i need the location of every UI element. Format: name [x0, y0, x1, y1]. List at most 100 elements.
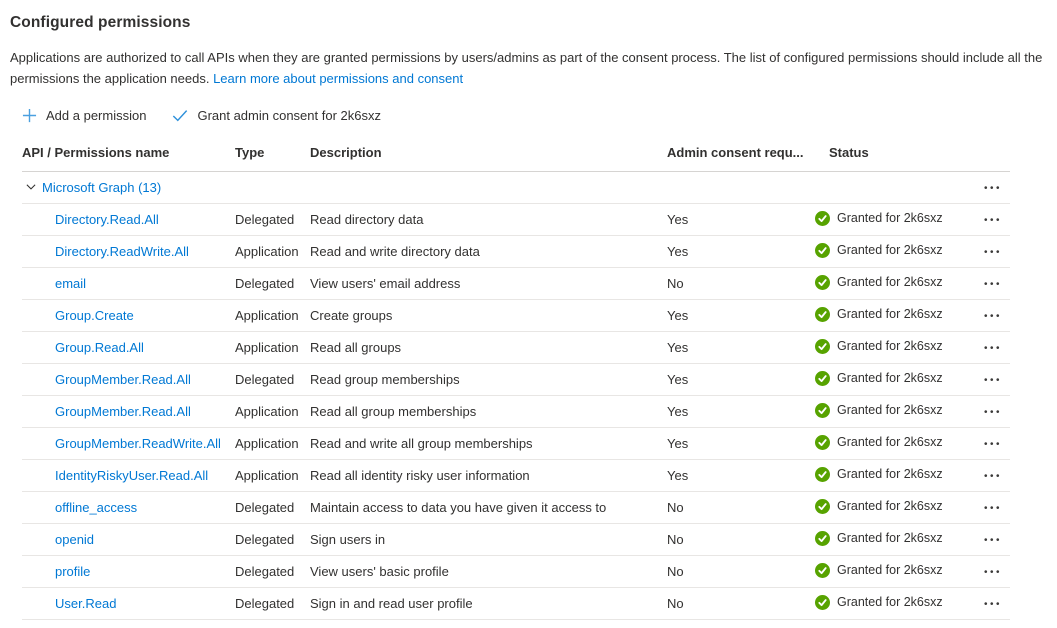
permission-description: Maintain access to data you have given i…	[310, 491, 667, 524]
status-badge: Granted for 2k6sxz	[815, 338, 943, 354]
row-context-menu-button[interactable]	[982, 566, 1004, 580]
row-context-menu-button[interactable]	[982, 342, 1004, 356]
permission-type: Application	[235, 427, 310, 460]
permission-name-link[interactable]: User.Read	[55, 596, 117, 611]
permission-type: Delegated	[235, 203, 310, 236]
permission-type: Application	[235, 235, 310, 268]
permission-name-link[interactable]: IdentityRiskyUser.Read.All	[55, 468, 209, 483]
granted-check-icon	[815, 306, 830, 322]
status-badge: Granted for 2k6sxz	[815, 530, 943, 546]
permission-type: Application	[235, 395, 310, 428]
permission-type: Delegated	[235, 267, 310, 300]
row-context-menu-button[interactable]	[982, 534, 1004, 548]
permission-name-link[interactable]: offline_access	[55, 500, 138, 515]
row-context-menu-button[interactable]	[982, 374, 1004, 388]
row-context-menu-button[interactable]	[982, 214, 1004, 228]
permission-name-link[interactable]: GroupMember.Read.All	[55, 372, 191, 387]
permission-name-link[interactable]: Group.Read.All	[55, 340, 144, 355]
granted-check-icon	[815, 274, 830, 290]
add-permission-label: Add a permission	[46, 108, 147, 123]
table-header-row: API / Permissions name Type Description …	[22, 139, 1010, 172]
permission-row: User.Read Delegated Sign in and read use…	[22, 587, 1010, 620]
row-context-menu-button[interactable]	[982, 278, 1004, 292]
granted-check-icon	[815, 338, 830, 354]
permission-row: Directory.Read.All Delegated Read direct…	[22, 203, 1010, 236]
column-header-status[interactable]: Status	[815, 139, 975, 172]
column-header-admin-consent[interactable]: Admin consent requ...	[667, 139, 815, 172]
permission-name-link[interactable]: profile	[55, 564, 91, 579]
granted-check-icon	[815, 434, 830, 450]
row-context-menu-button[interactable]	[982, 246, 1004, 260]
permission-name-link[interactable]: email	[55, 276, 87, 291]
permission-name-link[interactable]: GroupMember.Read.All	[55, 404, 191, 419]
status-badge: Granted for 2k6sxz	[815, 498, 943, 514]
row-context-menu-button[interactable]	[982, 310, 1004, 324]
admin-consent-value: Yes	[667, 235, 815, 268]
permission-type: Delegated	[235, 363, 310, 396]
permission-description: View users' email address	[310, 267, 667, 300]
admin-consent-value: No	[667, 523, 815, 556]
permission-type: Application	[235, 299, 310, 332]
status-badge: Granted for 2k6sxz	[815, 562, 943, 578]
column-header-name[interactable]: API / Permissions name	[22, 139, 235, 172]
status-badge: Granted for 2k6sxz	[815, 242, 943, 258]
status-text: Granted for 2k6sxz	[837, 531, 943, 545]
permission-row: GroupMember.Read.All Delegated Read grou…	[22, 363, 1010, 396]
permission-type: Application	[235, 459, 310, 492]
api-group-row: Microsoft Graph (13)	[22, 171, 1010, 204]
permission-row: email Delegated View users' email addres…	[22, 267, 1010, 300]
permission-name-link[interactable]: Directory.ReadWrite.All	[55, 244, 189, 259]
row-context-menu-button[interactable]	[982, 470, 1004, 484]
status-badge: Granted for 2k6sxz	[815, 210, 943, 226]
add-permission-button[interactable]: Add a permission	[22, 106, 146, 125]
chevron-down-icon[interactable]	[25, 180, 37, 196]
row-context-menu-button[interactable]	[982, 502, 1004, 516]
status-text: Granted for 2k6sxz	[837, 563, 943, 577]
permission-type: Application	[235, 331, 310, 364]
api-group-cell[interactable]: Microsoft Graph (13)	[22, 180, 975, 196]
status-badge: Granted for 2k6sxz	[815, 370, 943, 386]
admin-consent-value: Yes	[667, 363, 815, 396]
learn-more-link[interactable]: Learn more about permissions and consent	[213, 71, 464, 86]
admin-consent-value: Yes	[667, 331, 815, 364]
permission-name-link[interactable]: GroupMember.ReadWrite.All	[55, 436, 221, 451]
table-body: Microsoft Graph (13) Directory.Read.All …	[22, 171, 1010, 620]
admin-consent-value: No	[667, 267, 815, 300]
permission-type: Delegated	[235, 555, 310, 588]
column-header-description[interactable]: Description	[310, 139, 667, 172]
granted-check-icon	[815, 402, 830, 418]
permission-description: Read group memberships	[310, 363, 667, 396]
permission-row: IdentityRiskyUser.Read.All Application R…	[22, 459, 1010, 492]
permission-name-link[interactable]: openid	[55, 532, 95, 547]
status-badge: Granted for 2k6sxz	[815, 402, 943, 418]
permission-description: Read and write all group memberships	[310, 427, 667, 460]
status-text: Granted for 2k6sxz	[837, 211, 943, 225]
permission-name-link[interactable]: Directory.Read.All	[55, 212, 159, 227]
status-text: Granted for 2k6sxz	[837, 307, 943, 321]
admin-consent-value: Yes	[667, 427, 815, 460]
permission-row: Directory.ReadWrite.All Application Read…	[22, 235, 1010, 268]
admin-consent-value: No	[667, 491, 815, 524]
permission-row: offline_access Delegated Maintain access…	[22, 491, 1010, 524]
granted-check-icon	[815, 562, 830, 578]
row-context-menu-button[interactable]	[982, 438, 1004, 452]
check-icon	[172, 109, 188, 122]
permission-name-link[interactable]: Group.Create	[55, 308, 134, 323]
granted-check-icon	[815, 498, 830, 514]
permission-description: Read all group memberships	[310, 395, 667, 428]
status-badge: Granted for 2k6sxz	[815, 274, 943, 290]
grant-admin-consent-button[interactable]: Grant admin consent for 2k6sxz	[172, 106, 381, 125]
row-context-menu-button[interactable]	[982, 598, 1004, 612]
api-group-link[interactable]: Microsoft Graph (13)	[42, 180, 162, 195]
row-context-menu-button[interactable]	[982, 182, 1004, 196]
admin-consent-value: Yes	[667, 395, 815, 428]
granted-check-icon	[815, 370, 830, 386]
status-text: Granted for 2k6sxz	[837, 467, 943, 481]
permission-row: openid Delegated Sign users in No Grante…	[22, 523, 1010, 556]
status-text: Granted for 2k6sxz	[837, 371, 943, 385]
column-header-type[interactable]: Type	[235, 139, 310, 172]
column-header-menu	[975, 139, 1010, 172]
status-text: Granted for 2k6sxz	[837, 499, 943, 513]
permission-description: View users' basic profile	[310, 555, 667, 588]
row-context-menu-button[interactable]	[982, 406, 1004, 420]
